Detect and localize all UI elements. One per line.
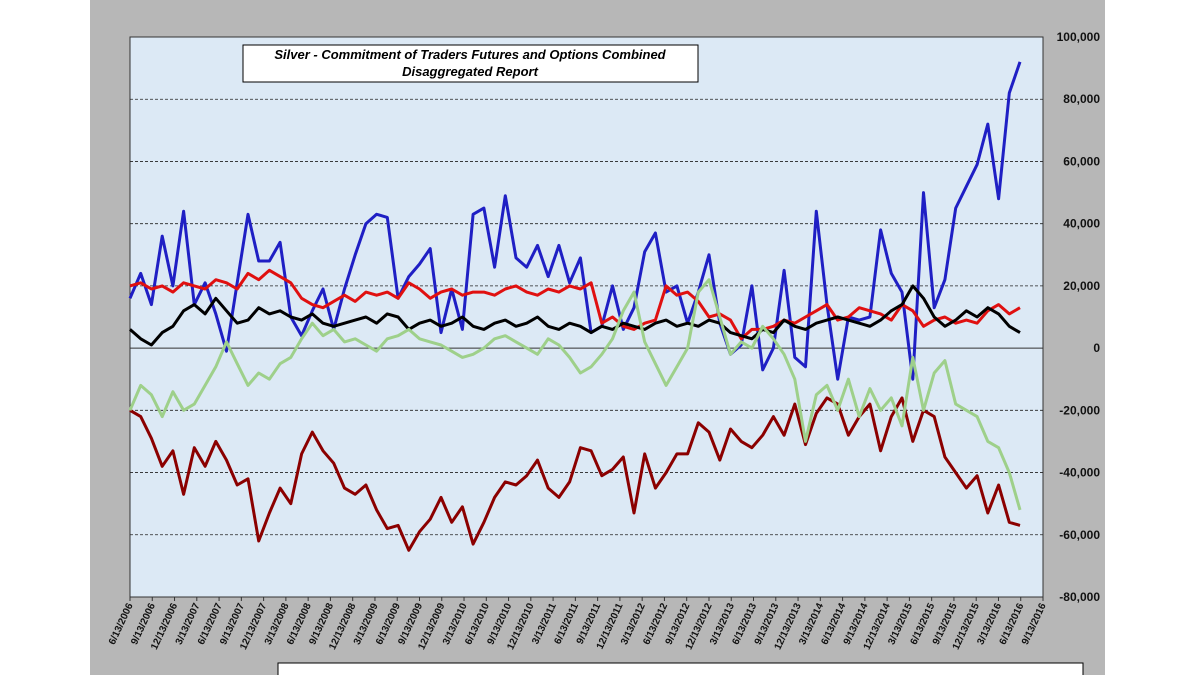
- y-tick-label: -80,000: [1059, 590, 1100, 604]
- title-box: [242, 44, 699, 83]
- y-tick-label: 0: [1093, 341, 1100, 355]
- series-line-4: [128, 278, 1022, 511]
- y-tick-label: 80,000: [1063, 92, 1100, 106]
- legend-box: [277, 662, 1084, 675]
- grid-lines: [130, 98, 1043, 536]
- chart-title-line1: Silver - Commitment of Traders Futures a…: [274, 47, 666, 62]
- y-tick-label: -40,000: [1059, 466, 1100, 480]
- y-tick-label: -60,000: [1059, 528, 1100, 542]
- y-tick-label: 20,000: [1063, 279, 1100, 293]
- plot-area: [129, 36, 1044, 598]
- y-tick-label: 60,000: [1063, 154, 1100, 168]
- series-line-3: [129, 284, 1021, 347]
- series-line-2: [129, 268, 1021, 341]
- series-lines: [128, 61, 1022, 552]
- series-line-0: [128, 61, 1022, 381]
- y-tick-label: 100,000: [1057, 30, 1101, 44]
- series-line-1: [129, 396, 1021, 552]
- chart-title-line2: Disaggregated Report: [402, 64, 538, 79]
- y-axis-ticks: 100,000 80,000 60,000 40,000 20,000 0 -20,000 -…: [1057, 30, 1101, 604]
- y-tick-label: -20,000: [1059, 403, 1100, 417]
- y-tick-label: 40,000: [1063, 217, 1100, 231]
